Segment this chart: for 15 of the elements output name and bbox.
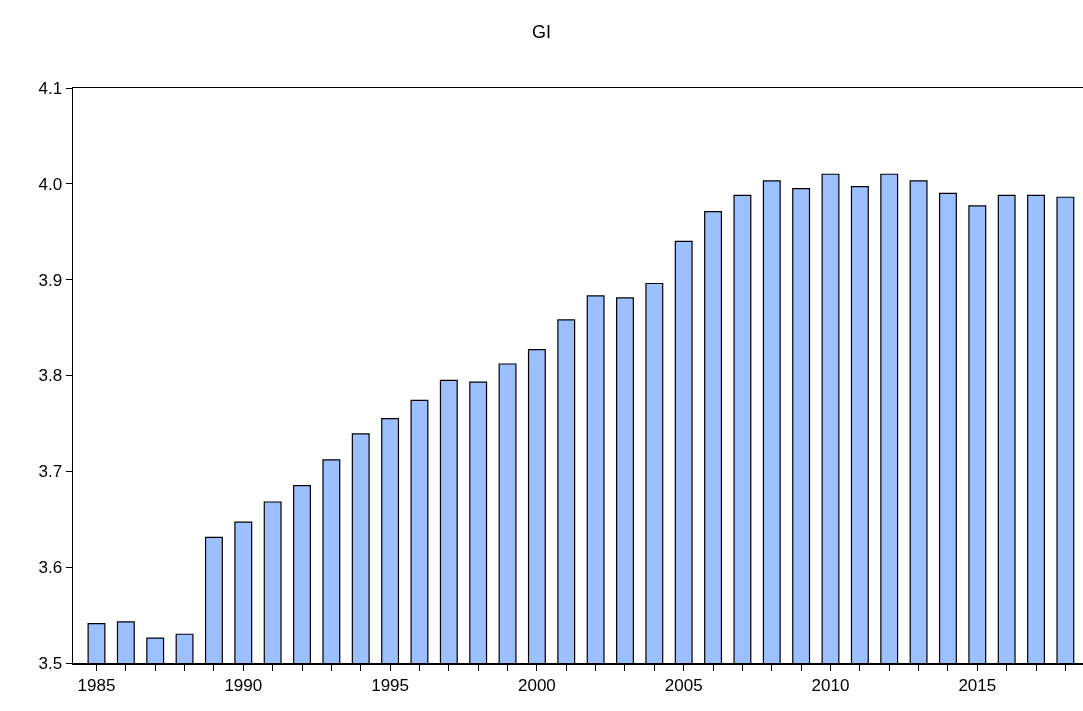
x-tick-label: 1985 <box>77 675 116 695</box>
x-tick-label: 1995 <box>371 675 409 695</box>
x-tick-label: 2015 <box>958 675 997 695</box>
y-tick-label: 3.7 <box>38 462 63 482</box>
y-tick-label: 3.6 <box>38 558 63 578</box>
x-tick-label: 2000 <box>517 675 556 695</box>
y-tick-label: 3.9 <box>38 270 63 290</box>
y-tick-label: 4.1 <box>38 78 63 98</box>
x-tick-label: 1990 <box>224 675 263 695</box>
chart-title: GI <box>531 22 552 43</box>
y-tick-label: 3.8 <box>38 366 63 386</box>
x-tick-label: 2010 <box>811 675 850 695</box>
y-tick-label: 3.5 <box>38 653 63 673</box>
x-tick-label: 2005 <box>664 675 703 695</box>
y-tick-label: 4.0 <box>38 174 63 194</box>
